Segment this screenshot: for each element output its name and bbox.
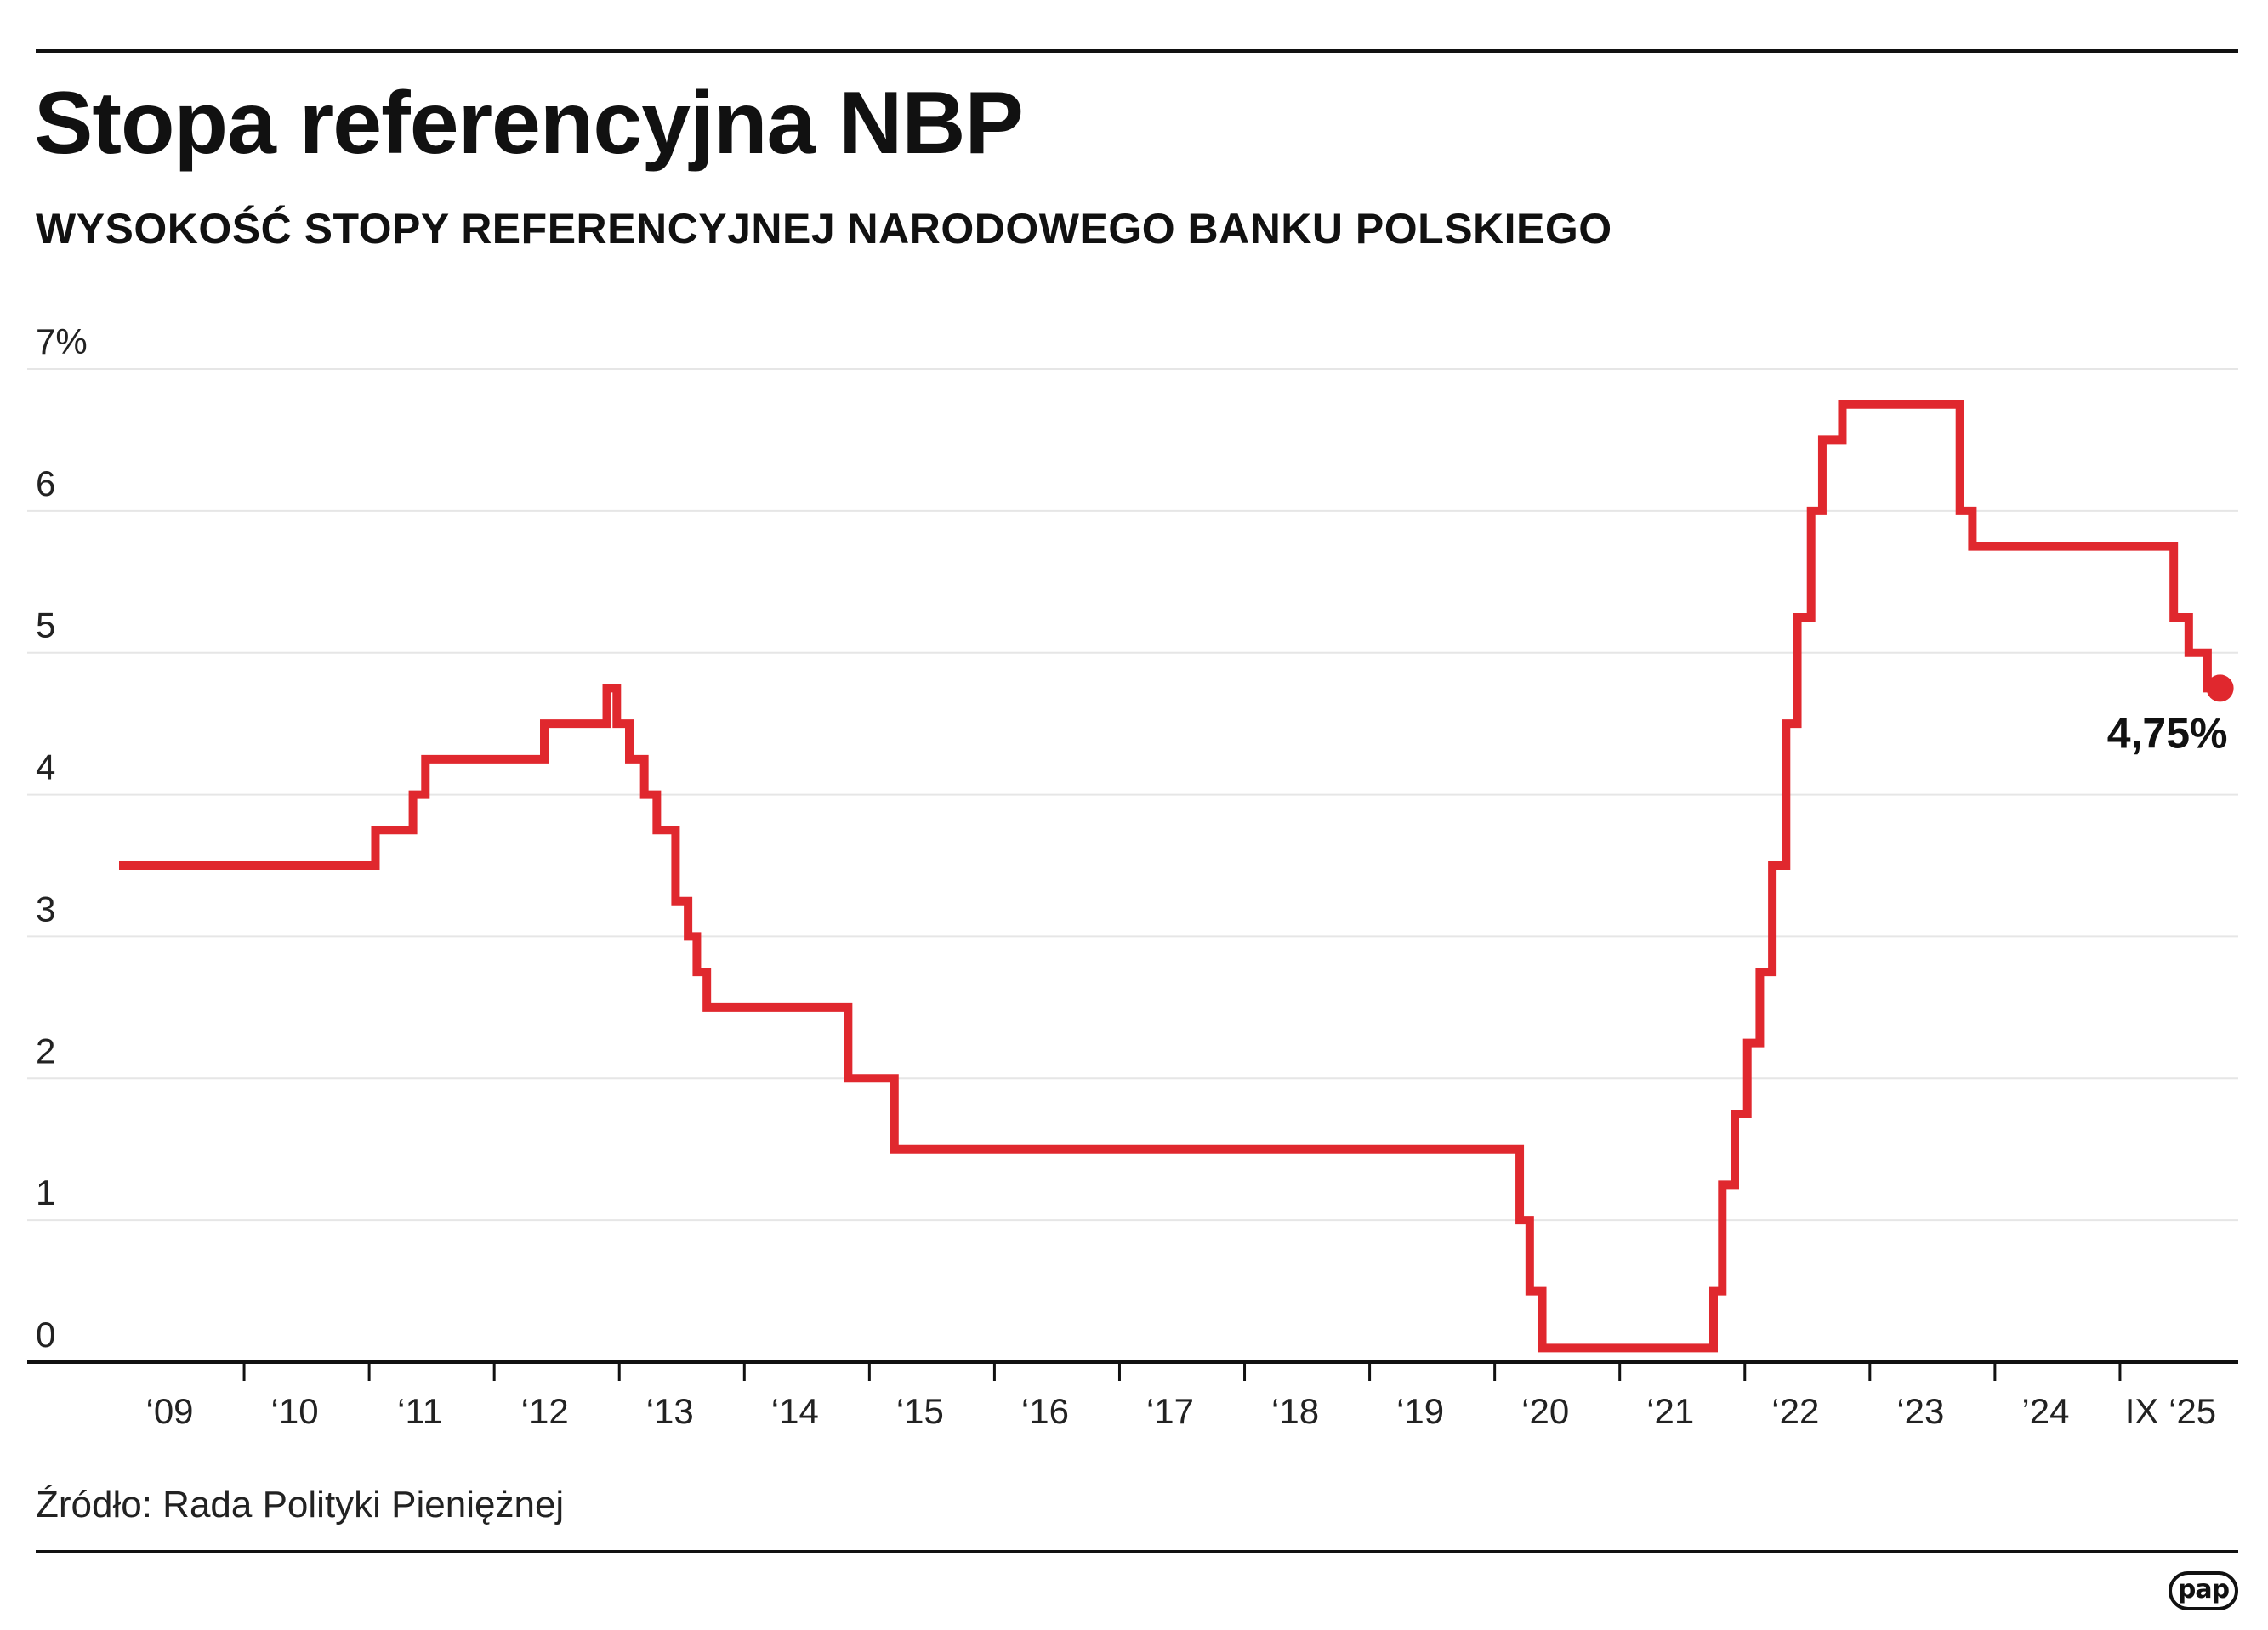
y-tick-label: 3 [36, 889, 55, 929]
x-tick-label: ‘16 [1021, 1391, 1069, 1431]
x-tick-label: ‘11 [397, 1391, 442, 1431]
x-tick-label: ‘23 [1896, 1391, 1944, 1431]
x-tick-label: ‘13 [646, 1391, 694, 1431]
y-axis-ticks: 0 1 2 3 4 5 6 7% [36, 321, 88, 1355]
y-tick-label: 4 [36, 747, 55, 787]
y-tick-label: 2 [36, 1031, 55, 1071]
x-tick-label: ‘14 [771, 1391, 819, 1431]
annotations: 4,75% [2107, 674, 2234, 757]
bottom-rule [36, 1550, 2238, 1553]
x-tick-label: ‘09 [145, 1391, 193, 1431]
y-tick-label: 5 [36, 605, 55, 645]
series-line [119, 400, 2220, 1353]
y-tick-label: 6 [36, 463, 55, 503]
source-note: Źródło: Rada Polityki Pieniężnej [36, 1484, 565, 1525]
x-tick-label: ‘10 [271, 1391, 319, 1431]
y-tick-label: 1 [36, 1173, 55, 1213]
x-tick-label: ‘18 [1271, 1391, 1319, 1431]
y-tick-label: 7% [36, 321, 88, 361]
top-rule [36, 49, 2238, 53]
y-tick-label: 0 [36, 1315, 55, 1355]
end-point-marker [2206, 674, 2234, 702]
x-tick-label: ‘17 [1146, 1391, 1194, 1431]
x-tick-label: ‘15 [896, 1391, 944, 1431]
pap-logo: pap [2169, 1571, 2238, 1610]
x-tick-label: ‘22 [1771, 1391, 1819, 1431]
chart-title: Stopa referencyjna NBP [34, 74, 1024, 173]
chart-subtitle: WYSOKOŚĆ STOPY REFERENCYJNEJ NARODOWEGO … [36, 205, 1612, 253]
x-tick-label: ‘21 [1646, 1391, 1694, 1431]
x-tick-label: ’24 [2021, 1391, 2069, 1431]
x-tick-label: IX ‘25 [2125, 1391, 2216, 1431]
gridlines [27, 368, 2238, 1222]
x-tick-label: ‘20 [1521, 1391, 1569, 1431]
x-axis: ‘09 ‘10 ‘11 ‘12 ‘13 ‘14 ‘15 ‘16 ‘17 ‘18 ‘19 ‘20 ‘21 ‘… [27, 1360, 2238, 1431]
x-tick-label: ‘19 [1396, 1391, 1444, 1431]
x-tick-label: ‘12 [521, 1391, 569, 1431]
series-group [119, 400, 2220, 1353]
end-value-label: 4,75% [2107, 709, 2228, 757]
